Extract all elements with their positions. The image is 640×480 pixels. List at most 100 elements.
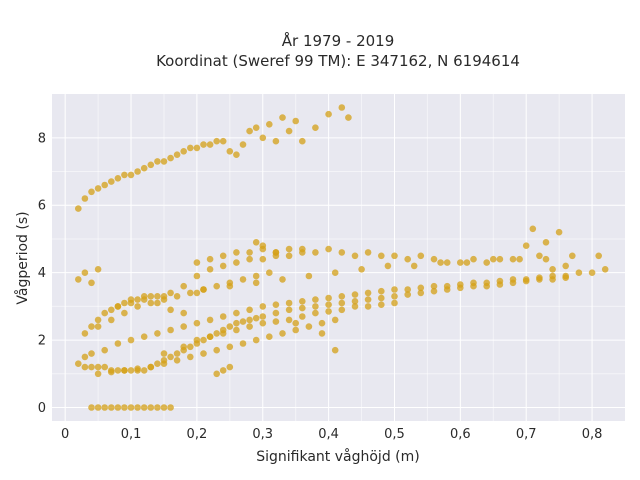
data-point (312, 309, 319, 317)
data-point (364, 289, 372, 297)
data-point (338, 306, 346, 314)
data-point (384, 262, 392, 270)
data-point (173, 350, 181, 357)
data-point (378, 294, 385, 302)
data-point (410, 262, 418, 270)
data-point (351, 252, 359, 260)
data-point (252, 336, 260, 344)
data-point (81, 195, 89, 202)
data-point (160, 296, 168, 303)
data-point (338, 299, 346, 307)
data-point (404, 255, 412, 263)
data-point (167, 326, 174, 334)
data-point (351, 303, 359, 310)
y-tick-label: 0 (38, 401, 46, 416)
data-point (187, 353, 194, 361)
data-point (147, 404, 155, 411)
data-point (193, 289, 201, 297)
data-point (108, 178, 115, 185)
data-point (173, 357, 181, 364)
data-point (391, 299, 398, 307)
data-point (318, 330, 326, 337)
data-point (147, 161, 155, 169)
data-point (81, 363, 89, 371)
data-point (252, 239, 260, 246)
data-point (305, 272, 313, 280)
data-point (75, 276, 82, 283)
data-point (187, 289, 194, 297)
data-point (88, 363, 95, 371)
data-point (470, 255, 477, 263)
data-point (108, 306, 115, 314)
data-point (331, 316, 339, 324)
data-point (285, 299, 293, 307)
data-point (417, 284, 425, 292)
y-axis-label: Vågperiod (s) (14, 211, 31, 304)
data-point (239, 340, 247, 347)
data-point (101, 309, 108, 317)
data-point (430, 282, 438, 290)
data-point (200, 141, 207, 148)
data-point (555, 228, 563, 236)
data-point (404, 286, 412, 293)
data-point (219, 330, 227, 337)
data-point (496, 281, 504, 288)
data-point (81, 353, 89, 361)
data-point (338, 293, 346, 300)
data-point (108, 404, 115, 411)
data-point (226, 282, 234, 290)
data-point (187, 343, 194, 351)
data-point (325, 110, 332, 118)
data-point (325, 294, 332, 302)
data-point (167, 289, 174, 297)
data-point (483, 259, 491, 266)
data-point (226, 343, 234, 351)
data-point (457, 259, 464, 266)
data-point (160, 350, 168, 357)
data-point (219, 367, 227, 374)
data-point (272, 318, 280, 325)
data-point (252, 124, 260, 131)
chart-title: År 1979 - 2019 (282, 31, 395, 50)
data-point (114, 175, 122, 182)
data-point (285, 252, 293, 260)
data-point (246, 316, 253, 324)
data-point (114, 404, 122, 411)
data-point (213, 137, 220, 145)
x-tick-label: 0,4 (318, 427, 339, 442)
data-point (562, 274, 569, 282)
data-point (206, 333, 214, 341)
data-point (134, 296, 141, 303)
data-point (542, 255, 550, 263)
data-point (180, 282, 187, 290)
data-point (140, 164, 148, 172)
data-point (509, 279, 517, 287)
x-tick-label: 0 (61, 427, 69, 442)
data-point (219, 137, 227, 145)
data-point (101, 404, 108, 411)
data-point (318, 319, 326, 327)
data-point (272, 249, 280, 256)
data-point (522, 277, 530, 285)
data-point (325, 245, 332, 253)
data-point (246, 127, 253, 135)
data-point (180, 323, 187, 330)
data-point (101, 363, 108, 371)
data-point (154, 404, 161, 411)
data-point (259, 242, 267, 249)
data-point (233, 319, 240, 327)
data-point (206, 316, 214, 324)
data-point (206, 266, 214, 273)
data-point (154, 293, 161, 300)
data-point (193, 272, 201, 280)
data-point (167, 306, 174, 314)
data-point (160, 360, 168, 368)
data-point (167, 154, 174, 162)
data-point (483, 282, 491, 290)
x-tick-label: 0,8 (582, 427, 603, 442)
data-point (279, 330, 286, 337)
data-point (94, 266, 102, 273)
data-point (134, 168, 141, 175)
data-point (417, 289, 425, 297)
data-point (601, 266, 609, 273)
